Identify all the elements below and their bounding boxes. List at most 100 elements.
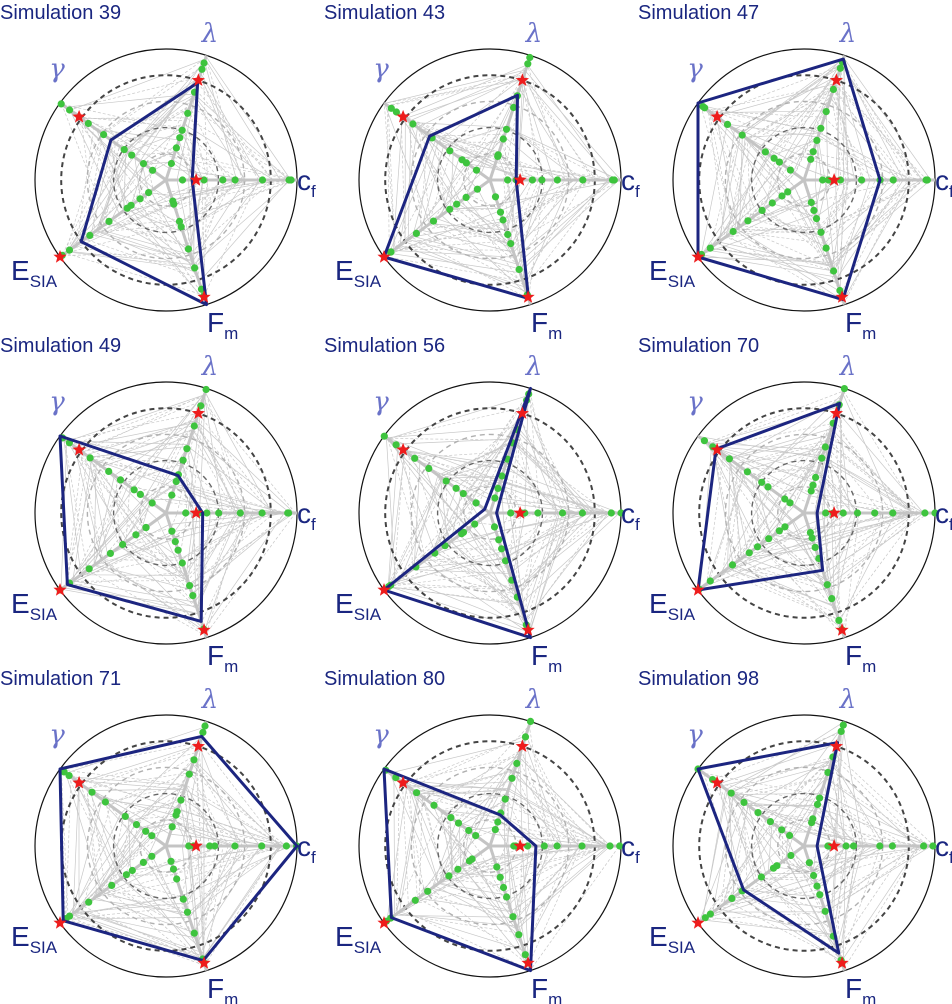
sample-dot: [430, 801, 438, 809]
sample-dot: [424, 887, 432, 895]
sample-dot: [491, 826, 499, 834]
axis-label-gamma: γ: [373, 54, 389, 84]
axis-label-gamma: γ: [49, 54, 65, 84]
sample-dot: [920, 842, 928, 850]
ensemble-line: [427, 433, 538, 620]
ensemble-line: [430, 430, 596, 557]
sample-dot: [616, 842, 624, 850]
sample-dot: [471, 520, 479, 528]
sample-dot: [168, 527, 176, 535]
sample-dot: [509, 913, 517, 921]
simulation-polygon: [696, 401, 842, 592]
sample-dot: [473, 185, 481, 193]
ensemble-line: [78, 744, 240, 957]
sample-dot: [236, 509, 244, 517]
ensemble-line: [71, 799, 291, 916]
sample-dot: [786, 499, 794, 507]
ensemble-line: [728, 428, 914, 555]
sample-dot: [178, 126, 186, 134]
ensemble-line: [755, 444, 882, 631]
sample-dot: [179, 895, 187, 903]
axis-label-lambda: λ: [525, 19, 542, 49]
ensemble-line: [413, 451, 558, 551]
sample-dot: [758, 206, 766, 214]
sample-dot: [810, 206, 818, 214]
sample-dot: [493, 863, 501, 871]
ensemble-line: [90, 791, 288, 906]
reference-star: [691, 916, 705, 929]
axis-label-cf: cf: [297, 165, 316, 201]
sample-dot: [553, 176, 562, 184]
sample-dot: [889, 176, 897, 184]
sample-dot: [738, 131, 746, 139]
sample-dot: [508, 774, 516, 782]
sample-dot: [812, 215, 821, 223]
sample-dot: [148, 832, 156, 840]
ensemble-line: [86, 745, 210, 910]
ensemble-line: [400, 475, 528, 628]
radar-panel: Simulation 70 cf λ γ ESIA Fm: [638, 335, 952, 676]
sample-dot: [184, 245, 192, 253]
ensemble-line: [94, 822, 235, 934]
sample-dot: [100, 131, 108, 139]
sample-dot: [472, 499, 480, 507]
sample-dot: [231, 176, 239, 184]
sample-dot: [809, 148, 817, 156]
ensemble-line: [65, 393, 205, 624]
sample-dot: [183, 908, 192, 916]
radar-panel: Simulation 98 cf λ γ ESIA Fm: [638, 668, 952, 1004]
axis-label-esia: ESIA: [335, 588, 382, 624]
ensemble-line: [147, 143, 243, 211]
sample-dot: [178, 559, 186, 567]
ensemble-line: [456, 393, 564, 624]
sample-dot: [173, 875, 181, 883]
axis-spoke: [697, 844, 805, 925]
ensemble-line: [383, 79, 523, 250]
sample-dot: [458, 156, 466, 164]
sample-dot: [168, 823, 176, 831]
axis-label-cf: cf: [621, 831, 640, 867]
ensemble-line: [730, 91, 863, 233]
sample-dot: [809, 815, 817, 823]
ensemble-line: [756, 811, 921, 970]
ensemble-line: [81, 424, 273, 560]
axis-spoke: [802, 179, 846, 306]
sample-dot: [499, 135, 507, 143]
sample-dot: [177, 796, 185, 804]
ensemble-line: [66, 394, 224, 576]
ensemble-line: [125, 753, 217, 876]
ensemble-line: [66, 455, 202, 586]
axis-label-fm: Fm: [531, 307, 562, 343]
simulation-polygon: [58, 434, 205, 623]
axis-label-esia: ESIA: [11, 255, 58, 291]
ensemble-line: [706, 752, 856, 938]
ensemble-line: [740, 430, 842, 628]
ensemble-line: [735, 451, 837, 613]
ensemble-line: [708, 406, 850, 547]
ensemble-line: [709, 63, 911, 264]
ensemble-line: [773, 432, 917, 536]
sample-dot: [524, 60, 532, 68]
ensemble-line: [428, 139, 533, 241]
sample-dot: [818, 454, 826, 462]
ensemble-line: [436, 141, 514, 213]
ensemble-line: [118, 446, 198, 582]
sample-dot: [822, 108, 830, 116]
radar-panel: Simulation 47 cf λ γ ESIA Fm: [638, 2, 952, 343]
sample-dot: [528, 176, 537, 184]
reference-star: [197, 290, 211, 303]
sample-dot: [786, 166, 795, 174]
ensemble-line: [413, 461, 579, 569]
axis-label-cf: cf: [297, 831, 316, 867]
sample-dot: [201, 722, 209, 730]
sample-dot: [578, 842, 586, 850]
sample-dot: [553, 842, 561, 850]
ensemble-line: [102, 105, 294, 227]
ensemble-line: [716, 71, 871, 283]
ensemble-line: [140, 485, 266, 559]
sample-dot: [490, 523, 499, 531]
sample-dot: [744, 217, 752, 225]
sample-dot: [198, 65, 206, 73]
sample-dot: [128, 151, 136, 159]
sample-dot: [231, 842, 239, 850]
